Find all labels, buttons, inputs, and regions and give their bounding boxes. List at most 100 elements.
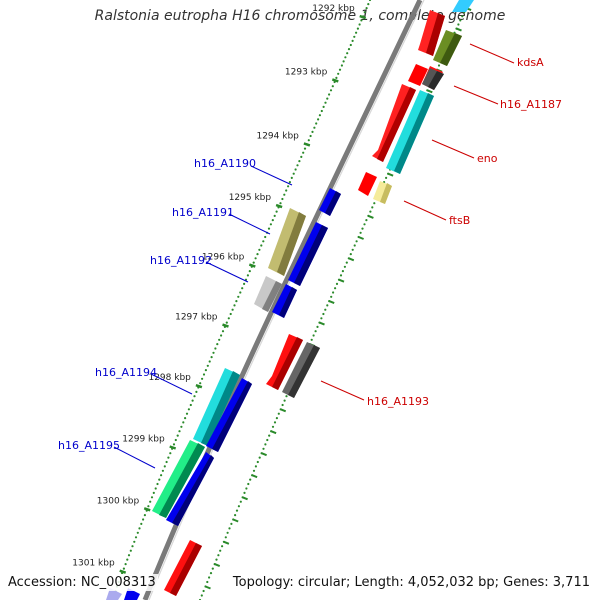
kbp-tick-label: 1296 kbp bbox=[202, 253, 245, 263]
scale-dot bbox=[457, 23, 460, 26]
gene-label-h16_A1195[interactable]: h16_A1195 bbox=[58, 439, 120, 452]
scale-dot bbox=[340, 64, 343, 67]
gene-feature-h16_A1191-strand[interactable] bbox=[288, 222, 328, 286]
gene-feature-h16_A1194-strand[interactable] bbox=[206, 378, 252, 452]
scale-dot bbox=[292, 172, 295, 175]
scale-dot bbox=[334, 287, 337, 290]
scale-dot bbox=[269, 223, 272, 226]
scale-dot bbox=[279, 202, 282, 205]
scale-dot bbox=[268, 434, 271, 437]
scale-dot bbox=[283, 399, 286, 402]
gene-label-h16_A1193[interactable]: h16_A1193 bbox=[367, 395, 429, 408]
gene-feature-bottom-blue[interactable] bbox=[124, 588, 140, 600]
scale-dot bbox=[307, 139, 310, 142]
scale-dot bbox=[160, 474, 163, 477]
scale-dot bbox=[264, 443, 267, 446]
scale-minor-tick bbox=[205, 585, 211, 590]
scale-dot bbox=[355, 31, 358, 34]
scale-dot bbox=[134, 536, 138, 539]
gene-label-h16_A1192[interactable]: h16_A1192 bbox=[150, 254, 212, 267]
kbp-tick-mark bbox=[303, 142, 311, 147]
scale-dot bbox=[180, 425, 183, 428]
gene-feature-red-small[interactable] bbox=[408, 64, 428, 86]
scale-dot bbox=[267, 227, 271, 230]
scale-dot bbox=[273, 421, 277, 424]
scale-dot bbox=[174, 438, 177, 442]
gene-feature-h16_A1193[interactable] bbox=[282, 342, 320, 398]
scale-dot bbox=[138, 527, 141, 530]
gene-feature-h16_A1192-strand[interactable] bbox=[272, 284, 297, 318]
kbp-tick-label: 1294 kbp bbox=[256, 131, 299, 141]
kbp-tick-label: 1297 kbp bbox=[175, 313, 218, 323]
scale-dot bbox=[324, 101, 327, 104]
kbp-tick-label: 1300 kbp bbox=[97, 496, 140, 506]
scale-dot bbox=[351, 39, 354, 43]
gene-feature-h16_A1187-block[interactable] bbox=[422, 68, 444, 90]
accession-label: Accession: NC_008313 bbox=[6, 574, 158, 591]
scale-dot bbox=[356, 27, 359, 30]
scale-dot bbox=[317, 118, 320, 121]
gene-feature-bottom-red[interactable] bbox=[164, 540, 202, 596]
scale-minor-tick bbox=[223, 540, 230, 545]
scale-dot bbox=[337, 72, 340, 75]
kbp-tick-label: 1298 kbp bbox=[148, 373, 191, 383]
gene-feature-h16_A1195-strand[interactable] bbox=[166, 452, 214, 526]
scale-dot bbox=[211, 567, 214, 570]
scale-dot bbox=[260, 244, 263, 247]
gene-feature-eno-red[interactable] bbox=[372, 84, 416, 162]
kbp-tick-mark bbox=[169, 445, 177, 450]
gene-feature-kdsA[interactable] bbox=[418, 10, 445, 56]
gene-label-h16_A1187[interactable]: h16_A1187 bbox=[500, 98, 562, 111]
gene-feature-h16_A1193-red[interactable] bbox=[266, 334, 303, 390]
scale-dot bbox=[195, 390, 198, 393]
scale-dot bbox=[243, 491, 246, 494]
scale-dot bbox=[184, 417, 187, 420]
gene-feature-top-cyan[interactable] bbox=[452, 0, 474, 12]
scale-dot bbox=[287, 185, 290, 188]
scale-dot bbox=[365, 7, 368, 10]
gene-feature-h16_A1192[interactable] bbox=[254, 276, 282, 312]
gene-feature-ftsB-red[interactable] bbox=[358, 172, 377, 196]
kbp-tick-label: 1299 kbp bbox=[122, 435, 165, 445]
scale-dot bbox=[314, 330, 317, 333]
gene-label-kdsA[interactable]: kdsA bbox=[517, 56, 544, 69]
scale-dot bbox=[165, 460, 168, 464]
gene-label-ftsB[interactable]: ftsB bbox=[449, 214, 470, 227]
gene-feature-h16_A1195[interactable] bbox=[152, 440, 205, 518]
gene-feature-h16_A1190[interactable] bbox=[319, 188, 341, 216]
gene-feature-bottom-lavender[interactable] bbox=[106, 588, 122, 600]
scale-minor-tick bbox=[328, 300, 335, 305]
gene-label-h16_A1191[interactable]: h16_A1191 bbox=[172, 206, 234, 219]
gene-feature-h16_A1194[interactable] bbox=[193, 368, 240, 446]
scale-dot bbox=[347, 48, 351, 51]
scale-dot bbox=[288, 181, 291, 184]
scale-minor-tick bbox=[348, 257, 355, 262]
scale-dot bbox=[206, 364, 209, 367]
scale-dot bbox=[281, 403, 284, 407]
gene-label-h16_A1190[interactable]: h16_A1190 bbox=[194, 157, 256, 170]
scale-dot bbox=[158, 478, 161, 481]
scale-dot bbox=[329, 89, 333, 92]
scale-dot bbox=[271, 425, 275, 428]
label-leader-lines bbox=[113, 43, 515, 469]
scale-dot bbox=[313, 126, 316, 129]
scale-dot bbox=[363, 11, 366, 14]
scale-dot bbox=[338, 68, 342, 71]
gene-label-h16_A1194[interactable]: h16_A1194 bbox=[95, 366, 157, 379]
gene-feature-kdsA-partner[interactable] bbox=[433, 30, 462, 66]
scale-dot bbox=[339, 274, 343, 277]
scale-dot bbox=[187, 408, 190, 411]
gene-feature-ftsB[interactable] bbox=[373, 181, 392, 204]
scale-dot bbox=[233, 304, 236, 307]
scale-dot bbox=[156, 482, 159, 486]
gene-feature-eno[interactable] bbox=[386, 90, 434, 174]
scale-dot bbox=[461, 15, 464, 18]
scale-dot bbox=[209, 572, 213, 575]
gene-label-eno[interactable]: eno bbox=[477, 152, 498, 165]
topology-summary: Topology: circular; Length: 4,052,032 bp… bbox=[230, 574, 592, 591]
scale-dot bbox=[218, 338, 221, 341]
scale-dot bbox=[315, 122, 318, 125]
scale-dot bbox=[309, 134, 312, 138]
gene-feature-h16_A1191[interactable] bbox=[268, 208, 306, 276]
